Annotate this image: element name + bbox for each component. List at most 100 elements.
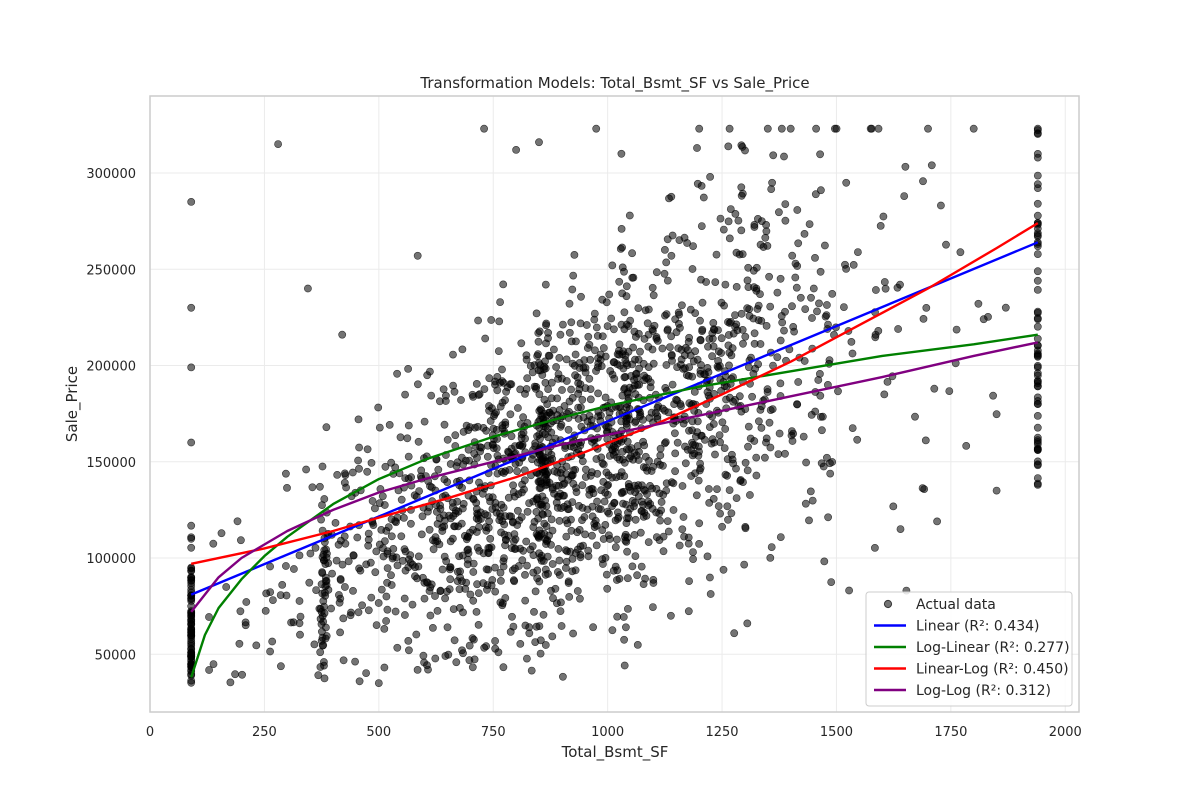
- data-point: [734, 216, 743, 225]
- data-point: [698, 298, 707, 307]
- data-point: [374, 599, 383, 607]
- data-point: [625, 445, 633, 454]
- data-point: [624, 347, 633, 356]
- data-point: [706, 590, 715, 598]
- data-point: [1033, 199, 1042, 208]
- data-point: [414, 437, 423, 446]
- data-point: [506, 410, 515, 419]
- data-point: [316, 648, 325, 657]
- data-point: [541, 280, 550, 289]
- data-point: [404, 646, 413, 655]
- data-point: [475, 390, 484, 399]
- data-point: [545, 351, 554, 360]
- data-point: [720, 301, 728, 310]
- data-point: [766, 443, 775, 452]
- data-point: [483, 452, 492, 461]
- data-point: [603, 507, 612, 516]
- data-point: [538, 412, 547, 420]
- data-point: [336, 536, 345, 545]
- data-point: [724, 331, 733, 339]
- data-point: [822, 311, 831, 319]
- data-point: [355, 564, 363, 573]
- data-point: [476, 508, 485, 517]
- data-point: [406, 519, 415, 528]
- data-point: [488, 576, 497, 584]
- data-point: [776, 379, 785, 388]
- data-point: [933, 517, 941, 526]
- data-point: [510, 492, 519, 501]
- data-point: [578, 516, 586, 524]
- data-point: [581, 473, 590, 481]
- data-point: [761, 453, 769, 462]
- data-point: [485, 374, 494, 383]
- data-point: [544, 328, 552, 337]
- legend-label-1: Log-Linear (R²: 0.277): [916, 640, 1070, 656]
- data-point: [601, 393, 610, 402]
- data-point: [1033, 411, 1042, 420]
- data-point: [613, 453, 622, 462]
- data-point: [404, 452, 413, 461]
- data-point: [753, 305, 762, 313]
- data-point: [349, 551, 358, 560]
- data-point: [597, 486, 605, 495]
- data-point: [268, 596, 277, 604]
- data-point: [522, 537, 531, 546]
- data-point: [647, 467, 656, 475]
- data-point: [706, 573, 714, 582]
- data-point: [610, 325, 618, 334]
- data-point: [523, 654, 531, 663]
- data-point: [678, 482, 687, 490]
- data-point: [776, 533, 785, 541]
- data-point: [266, 647, 274, 656]
- data-point: [319, 550, 328, 559]
- data-point: [410, 491, 419, 500]
- data-point: [732, 282, 741, 291]
- data-point: [486, 534, 495, 543]
- data-point: [608, 370, 617, 379]
- data-point: [515, 516, 524, 525]
- data-point: [652, 484, 661, 493]
- data-point: [579, 541, 587, 550]
- data-point: [611, 543, 620, 552]
- data-point: [576, 594, 584, 603]
- data-point: [826, 469, 835, 478]
- data-point: [449, 512, 458, 520]
- data-point: [536, 553, 545, 562]
- data-point: [236, 607, 245, 616]
- data-point: [778, 318, 787, 327]
- data-point: [459, 499, 468, 508]
- data-point: [711, 450, 719, 459]
- data-point: [339, 656, 348, 665]
- fit-line-0: [190, 241, 1039, 596]
- data-point: [440, 475, 449, 484]
- data-point: [532, 507, 541, 516]
- data-point: [566, 547, 575, 556]
- data-point: [807, 293, 815, 302]
- data-point: [547, 450, 556, 459]
- data-point: [528, 368, 537, 377]
- data-point: [755, 417, 763, 426]
- data-point: [658, 404, 667, 413]
- data-point: [565, 593, 574, 601]
- data-point: [762, 227, 771, 236]
- data-point: [342, 483, 350, 492]
- data-point: [458, 646, 466, 655]
- data-point: [382, 592, 391, 601]
- data-point: [608, 261, 617, 270]
- data-point: [564, 475, 572, 484]
- data-point: [242, 598, 251, 606]
- data-point: [790, 327, 798, 336]
- data-point: [613, 350, 622, 359]
- data-point: [499, 562, 508, 571]
- data-point: [187, 631, 196, 639]
- data-point: [930, 384, 939, 393]
- data-point: [383, 564, 392, 572]
- data-point: [457, 519, 466, 528]
- data-point: [235, 639, 244, 648]
- data-point: [666, 343, 674, 351]
- data-point: [639, 359, 648, 368]
- data-point: [389, 545, 398, 553]
- data-point: [598, 295, 607, 304]
- data-point: [788, 427, 796, 435]
- data-point: [455, 552, 463, 561]
